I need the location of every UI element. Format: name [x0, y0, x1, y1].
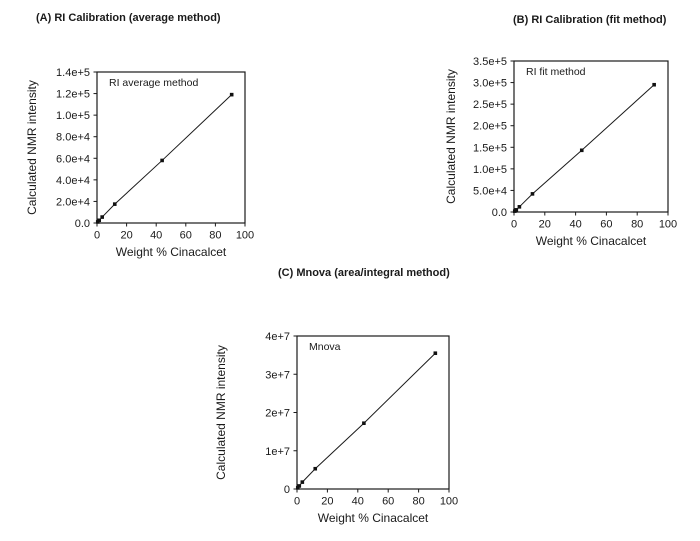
data-point-marker [652, 82, 656, 87]
x-tick-label: 0 [511, 219, 517, 231]
y-tick-label: 3e+7 [265, 369, 290, 381]
chart-c-plot: 0 20 40 60 80 100 0 1e+7 2e+7 3e+7 4e+7 Mnova Weight… [214, 331, 458, 525]
y-tick-label: 3.0e+5 [473, 78, 507, 90]
x-tick-label: 20 [321, 496, 333, 508]
x-tick-label: 0 [294, 496, 300, 508]
y-tick-label: 2.0e+4 [56, 196, 90, 208]
data-point-marker [112, 202, 117, 206]
x-tick-label: 40 [569, 219, 581, 231]
y-tick-label: 0.0 [492, 207, 507, 219]
y-tick-label: 2e+7 [265, 408, 290, 420]
fit-line [97, 94, 233, 223]
data-point-marker [229, 92, 234, 97]
y-tick-label: 0.0 [75, 218, 90, 230]
y-tick-label: 1.0e+5 [56, 110, 90, 122]
panel-b-title: (B) RI Calibration (fit method) [513, 14, 667, 26]
y-tick-label: 5.0e+4 [473, 185, 507, 197]
data-point-marker [313, 466, 318, 471]
y-tick-label: 3.5e+5 [473, 56, 507, 68]
data-point-marker [433, 351, 438, 356]
data-point-marker [300, 480, 305, 484]
data-point-marker [514, 208, 519, 212]
x-tick-label: 100 [236, 230, 254, 242]
y-tick-label: 0 [284, 484, 290, 496]
data-point-marker [295, 486, 300, 490]
x-axis-label: Weight % Cinacalcet [318, 511, 429, 525]
legend-label: Mnova [309, 341, 341, 353]
y-tick-label: 1.4e+5 [56, 67, 90, 79]
x-tick-label: 0 [94, 230, 100, 242]
y-tick-label: 1.0e+5 [473, 164, 507, 176]
y-tick-label: 6.0e+4 [56, 153, 90, 165]
y-tick-label: 8.0e+4 [56, 132, 90, 144]
data-point-marker [100, 215, 104, 219]
x-tick-label: 60 [382, 496, 394, 508]
data-point-marker [97, 218, 102, 223]
data-point-marker [297, 484, 302, 488]
x-tick-label: 20 [539, 219, 551, 231]
panel-a-title: (A) RI Calibration (average method) [36, 12, 221, 24]
data-point-marker [517, 205, 522, 209]
x-tick-label: 60 [180, 230, 192, 242]
data-point-marker [579, 148, 584, 153]
x-tick-label: 80 [631, 219, 643, 231]
legend-label: RI fit method [526, 66, 586, 78]
x-tick-label: 80 [412, 496, 424, 508]
y-tick-label: 4e+7 [265, 331, 290, 343]
y-tick-label: 2.5e+5 [473, 99, 507, 111]
y-tick-label: 4.0e+4 [56, 175, 90, 187]
y-tick-label: 2.0e+5 [473, 121, 507, 133]
x-tick-label: 100 [659, 219, 677, 231]
y-tick-label: 1e+7 [265, 446, 290, 458]
y-tick-label: 1.5e+5 [473, 142, 507, 154]
x-tick-label: 60 [600, 219, 612, 231]
y-tick-label: 1.2e+5 [56, 89, 90, 101]
x-tick-label: 100 [440, 496, 458, 508]
legend-label: RI average method [109, 77, 198, 89]
x-axis-label: Weight % Cinacalcet [536, 234, 647, 248]
fit-line [514, 84, 655, 212]
x-axis-label: Weight % Cinacalcet [116, 245, 227, 259]
y-axis-label: Calculated NMR intensity [214, 345, 228, 480]
x-tick-label: 40 [150, 230, 162, 242]
y-axis-label: Calculated NMR intensity [25, 80, 39, 215]
chart-b-plot: 0 20 40 60 80 100 0.0 5.0e+4 1.0e+5 1.5e+5 2.0e+5 2… [444, 56, 677, 248]
y-axis-label: Calculated NMR intensity [444, 69, 458, 204]
data-point-marker [530, 192, 535, 196]
x-tick-label: 40 [352, 496, 364, 508]
plot-frame [513, 60, 669, 213]
plot-frame [296, 335, 450, 490]
x-tick-label: 20 [120, 230, 132, 242]
fit-line [297, 352, 436, 489]
chart-a-plot: 0 20 40 60 80 100 0.0 2.0e+4 4.0e+4 6.0e+4 8.0e+4 1… [25, 67, 254, 259]
plot-frame [96, 71, 246, 224]
data-point-marker [362, 421, 366, 426]
data-point-marker [160, 158, 164, 163]
panel-c-title: (C) Mnova (area/integral method) [278, 267, 450, 279]
x-tick-label: 80 [209, 230, 221, 242]
